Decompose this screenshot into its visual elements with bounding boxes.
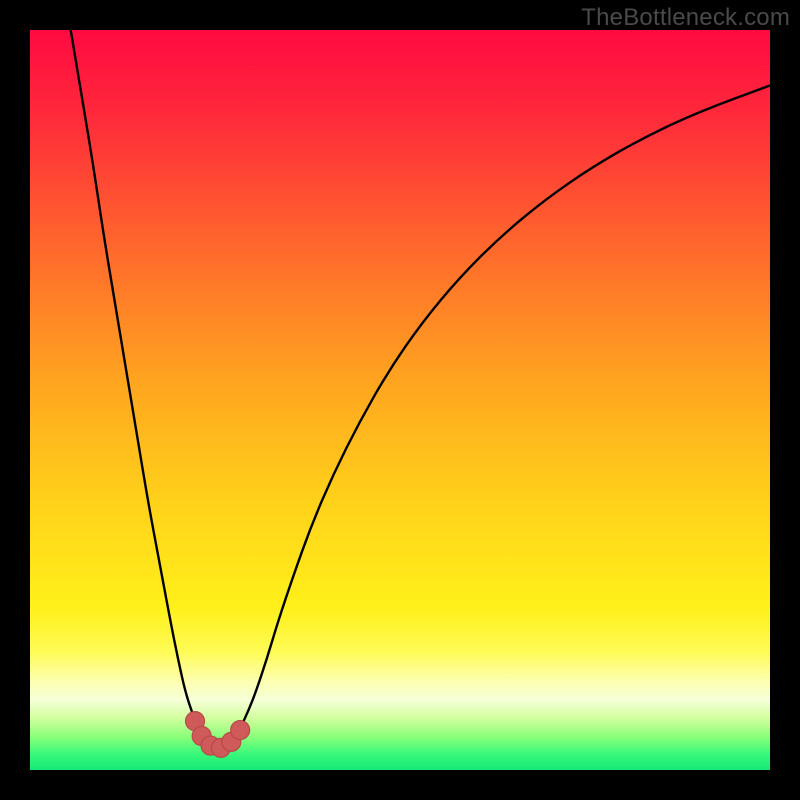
watermark-text: TheBottleneck.com: [581, 4, 790, 32]
plot-area: [30, 30, 770, 770]
outer-frame: TheBottleneck.com: [0, 0, 800, 800]
gradient-background: [30, 30, 770, 770]
